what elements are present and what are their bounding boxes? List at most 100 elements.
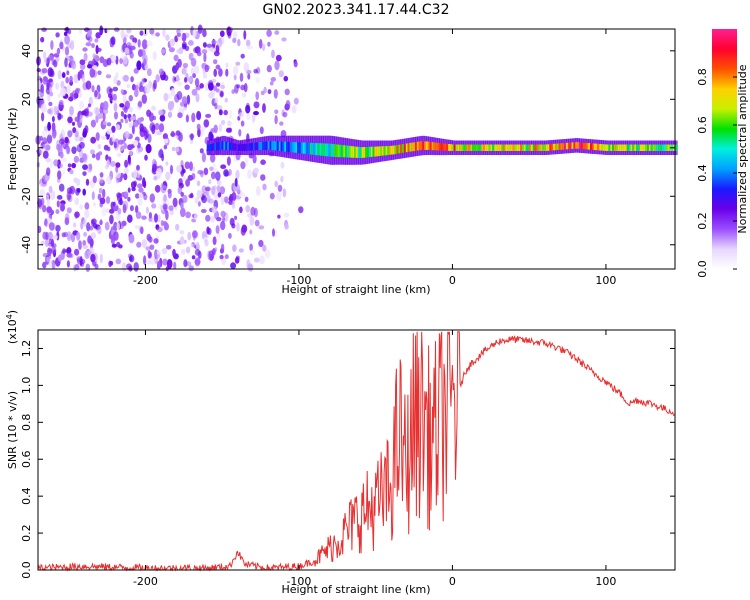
spectrogram-noise-cell (236, 222, 240, 232)
spectrogram-noise-cell (127, 196, 131, 202)
spectrogram-noise-cell (101, 135, 107, 140)
spectrogram-noise-cell (99, 253, 103, 264)
spectrogram-signal-cell (639, 144, 643, 151)
spectrogram-noise-cell (282, 111, 288, 118)
spectrogram-noise-cell (110, 36, 116, 45)
spectrogram-signal-cell (497, 144, 501, 151)
spectrogram-signal-cell (273, 141, 277, 151)
spectrogram-noise-cell (92, 202, 97, 207)
spectrogram-signal-cell (492, 144, 496, 151)
spectrogram-noise-cell (183, 259, 188, 268)
spectrogram-noise-cell (260, 159, 266, 165)
spectrogram-noise-cell (115, 165, 119, 173)
spectrogram-signal-cell (663, 144, 667, 151)
spectrogram-noise-cell (179, 229, 185, 235)
spectrogram-noise-cell (42, 76, 48, 85)
spectrogram-noise-cell (138, 100, 143, 108)
spectrogram-noise-cell (281, 37, 287, 42)
spectrogram-signal-cell (223, 141, 227, 150)
spectrogram-noise-cell (82, 171, 87, 177)
spectrogram-noise-cell (168, 205, 174, 211)
spectrogram-noise-cell (166, 259, 173, 269)
spectrogram-noise-cell (95, 107, 99, 117)
spectrogram-noise-cell (210, 47, 216, 53)
spectrogram-noise-cell (202, 29, 207, 38)
spectrogram-noise-cell (130, 115, 136, 121)
spectrogram-signal-cell (391, 145, 394, 155)
spectrogram-noise-cell (232, 37, 237, 44)
spectrogram-noise-cell (79, 63, 86, 70)
spectrogram-noise-cell (206, 43, 213, 48)
spectrogram-noise-cell (203, 119, 210, 128)
spectrogram-noise-cell (104, 28, 108, 34)
spectrogram-noise-cell (90, 149, 95, 155)
spectrogram-signal-cell (523, 144, 527, 151)
spectrogram-signal-cell (464, 144, 468, 151)
spectrogram-noise-cell (49, 91, 54, 97)
spectrogram-noise-cell (152, 51, 157, 61)
spectrogram-noise-cell (220, 164, 227, 169)
spectrogram-signal-cell (610, 144, 614, 151)
spectrogram-frame (37, 28, 676, 270)
spectrogram-signal-cell (444, 143, 448, 151)
spectrogram-signal-cell (398, 144, 402, 154)
spectrogram-noise-cell (137, 183, 143, 189)
spectrogram-noise-cell (124, 47, 130, 54)
spectrogram-noise-cell (196, 123, 201, 130)
spectrogram-noise-cell (159, 115, 166, 122)
spectrogram-signal-cell (225, 141, 229, 150)
spectrogram-signal-cell (538, 144, 542, 151)
spectrogram-noise-cell (250, 206, 256, 216)
spectrogram-noise-cell (95, 44, 99, 55)
spectrogram-noise-cell (97, 70, 102, 76)
spectrogram-signal-cell (586, 143, 590, 150)
spectrogram-noise-cell (205, 113, 212, 118)
spectrogram-noise-cell (234, 177, 238, 187)
spectrogram-noise-cell (36, 68, 41, 73)
spectrogram-noise-cell (86, 222, 91, 232)
spectrogram-signal-cell (232, 143, 236, 151)
spectrogram-signal-cell (472, 144, 476, 151)
spectrogram-noise-cell (60, 80, 65, 90)
spectrogram-noise-cell (210, 153, 216, 163)
spectrogram-noise-cell (195, 241, 200, 248)
spectrogram-y-label: Frequency (Hz) (6, 108, 19, 191)
spectrogram-noise-cell (162, 27, 166, 38)
spectrogram-signal-cell (601, 144, 604, 151)
spectrogram-noise-cell (62, 166, 66, 175)
spectrogram-signal-cell (667, 144, 671, 151)
spectrogram-signal-cell (626, 144, 630, 151)
colorbar-tick-label: 0.0 (696, 260, 709, 278)
spectrogram-noise-cell (82, 47, 88, 52)
spectrogram-noise-cell (64, 136, 69, 144)
spectrogram-noise-cell (62, 248, 66, 254)
spectrogram-signal-cell (400, 144, 404, 154)
spectrogram-noise-cell (77, 71, 81, 81)
spectrogram-noise-cell (191, 255, 196, 260)
spectrogram-noise-cell (112, 86, 119, 92)
spectrogram-noise-cell (231, 223, 236, 229)
spectrogram-noise-cell (221, 119, 226, 126)
spectrogram-noise-cell (182, 62, 188, 69)
spectrogram-noise-cell (97, 143, 102, 150)
spectrogram-noise-cell (147, 133, 152, 143)
spectrogram-noise-cell (154, 213, 158, 223)
spectrogram-noise-cell (50, 190, 56, 201)
spectrogram-noise-cell (233, 31, 238, 40)
spectrogram-noise-cell (129, 205, 134, 212)
spectrogram-noise-cell (211, 206, 218, 214)
spectrogram-noise-cell (115, 258, 122, 265)
spectrogram-signal-cell (461, 144, 464, 151)
spectrogram-signal-cell (367, 146, 371, 158)
spectrogram-signal-cell (543, 144, 547, 151)
spectrogram-noise-cell (46, 134, 53, 144)
spectrogram-noise-cell (239, 72, 244, 82)
spectrogram-noise-cell (225, 62, 229, 68)
spectrogram-noise-cell (116, 192, 122, 199)
spectrogram-noise-cell (224, 254, 229, 260)
spectrogram-noise-cell (194, 257, 201, 267)
spectrogram-noise-cell (55, 32, 60, 38)
spectrogram-noise-cell (99, 172, 104, 178)
spectrogram-noise-cell (94, 263, 99, 270)
spectrogram-noise-cell (140, 226, 144, 235)
